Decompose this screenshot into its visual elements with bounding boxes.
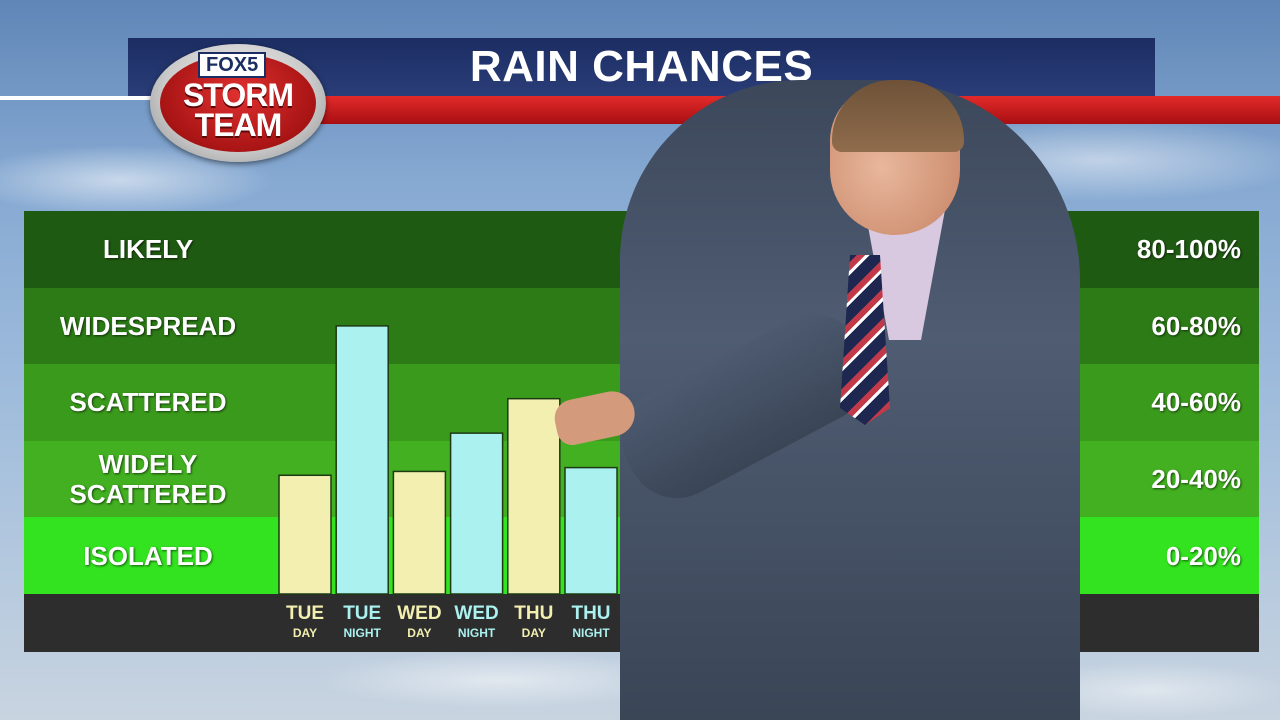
logo-fox5: FOX5 — [198, 52, 267, 78]
bar-wed-day — [392, 470, 447, 595]
logo-fox-text: FOX — [206, 54, 248, 76]
day-label: TUE — [286, 603, 324, 624]
band-label: SCATTERED — [69, 387, 227, 418]
day-label: WED — [397, 603, 441, 624]
period-label: NIGHT — [344, 626, 382, 640]
fox5-storm-team-logo: FOX5 STORM TEAM — [150, 44, 326, 162]
logo-storm: STORM — [183, 77, 294, 113]
day-label: WED — [454, 603, 498, 624]
band-range: 40-60% — [1151, 387, 1241, 418]
presenter-tie — [840, 255, 890, 425]
band-label: WIDESPREAD — [59, 310, 237, 341]
band-range: 0-20% — [1165, 540, 1241, 571]
period-label: DAY — [407, 626, 431, 640]
period-label: DAY — [522, 626, 546, 640]
band-range: 60-80% — [1151, 310, 1241, 341]
day-label: THU — [514, 603, 553, 624]
day-label: THU — [571, 603, 610, 624]
day-label: TUE — [343, 603, 381, 624]
bar-wed-night — [449, 432, 504, 595]
bar-tue-night — [335, 325, 389, 595]
band-label: WIDELY SCATTERED — [69, 449, 227, 510]
bar-tue-day — [278, 474, 332, 595]
logo-number: 5 — [247, 54, 259, 76]
logo-team: TEAM — [194, 107, 283, 143]
period-label: DAY — [293, 626, 317, 640]
band-label: ISOLATED — [83, 540, 213, 571]
band-range: 80-100% — [1136, 234, 1241, 265]
band-label: LIKELY — [102, 234, 194, 265]
chart-title: RAIN CHANCES — [469, 42, 814, 91]
period-label: NIGHT — [572, 626, 610, 640]
bar-thu-night — [564, 466, 618, 595]
band-range: 20-40% — [1151, 464, 1241, 495]
period-label: NIGHT — [458, 626, 496, 640]
bar-thu-day — [507, 397, 561, 595]
logo-badge: FOX5 STORM TEAM — [160, 52, 316, 152]
